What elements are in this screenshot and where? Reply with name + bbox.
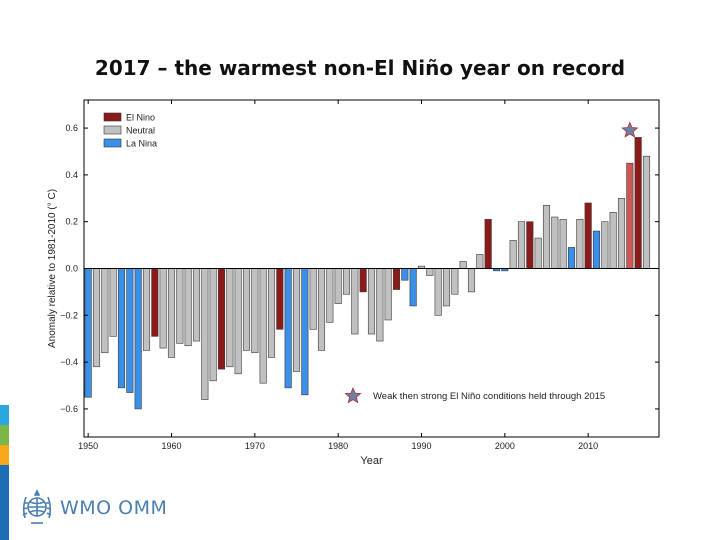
bar-1994 bbox=[451, 268, 459, 295]
bar-1988 bbox=[401, 268, 409, 281]
bar-1982 bbox=[351, 268, 359, 335]
wmo-logo: WMO OMM bbox=[20, 488, 167, 528]
bar-2004 bbox=[534, 237, 542, 269]
y-tick-label: 0.2 bbox=[65, 217, 78, 227]
bar-2006 bbox=[551, 216, 559, 269]
bar-1978 bbox=[317, 268, 326, 351]
bar-1957 bbox=[142, 268, 151, 351]
bar-1950 bbox=[84, 268, 92, 398]
bar-2013 bbox=[609, 212, 617, 269]
bar-1992 bbox=[434, 268, 442, 316]
bar-1964 bbox=[201, 268, 209, 400]
bar-1973 bbox=[276, 268, 284, 330]
bar-1974 bbox=[284, 268, 292, 389]
bar-2003 bbox=[526, 221, 534, 269]
bar-1995 bbox=[459, 261, 467, 269]
x-axis-label: Year bbox=[360, 455, 383, 467]
x-tick-label: 1960 bbox=[161, 441, 181, 451]
bar-1997 bbox=[476, 254, 484, 269]
y-tick-label: 0.6 bbox=[65, 123, 78, 133]
bar-2009 bbox=[576, 219, 584, 269]
wmo-emblem-icon bbox=[22, 489, 52, 524]
y-tick-label: 0.4 bbox=[65, 170, 78, 180]
bar-1972 bbox=[267, 268, 276, 358]
y-tick-label: −0.2 bbox=[60, 310, 78, 320]
bar-1984 bbox=[367, 268, 376, 335]
bar-1996 bbox=[467, 268, 476, 293]
bar-2015 bbox=[626, 162, 634, 269]
bar-1977 bbox=[309, 268, 317, 330]
side-stripe-4 bbox=[0, 465, 9, 540]
side-stripe-2 bbox=[0, 425, 9, 445]
bar-2007 bbox=[559, 219, 567, 269]
bar-2012 bbox=[601, 221, 609, 269]
bar-2016 bbox=[634, 137, 642, 269]
bar-1968 bbox=[234, 268, 242, 375]
bar-1955 bbox=[126, 268, 134, 393]
bar-1963 bbox=[192, 268, 201, 342]
bar-1970 bbox=[251, 268, 259, 354]
bar-1993 bbox=[442, 268, 451, 307]
bar-1967 bbox=[226, 268, 234, 368]
bar-1951 bbox=[92, 268, 101, 368]
bar-2002 bbox=[517, 221, 526, 269]
bar-1956 bbox=[134, 268, 142, 410]
x-tick-label: 2000 bbox=[495, 441, 515, 451]
bar-2001 bbox=[509, 240, 517, 269]
side-stripe-3 bbox=[0, 445, 9, 465]
bar-1965 bbox=[209, 268, 217, 382]
bar-1991 bbox=[426, 268, 434, 276]
y-axis-label: Anomaly relative to 1981-2010 (° C) bbox=[47, 189, 58, 348]
bar-1981 bbox=[342, 268, 351, 295]
bar-1989 bbox=[409, 268, 417, 307]
x-tick-label: 1950 bbox=[78, 441, 98, 451]
legend-label: Neutral bbox=[126, 126, 155, 136]
bar-1969 bbox=[242, 268, 251, 351]
y-tick-label: −0.4 bbox=[60, 357, 78, 367]
x-tick-label: 2010 bbox=[578, 441, 598, 451]
side-stripe-1 bbox=[0, 405, 9, 425]
bar-2017 bbox=[642, 155, 651, 269]
bar-2008 bbox=[567, 247, 576, 269]
x-tick-label: 1970 bbox=[245, 441, 265, 451]
legend-label: La Nina bbox=[126, 139, 157, 149]
bar-1958 bbox=[151, 268, 159, 337]
legend-swatch-la-nina bbox=[103, 138, 122, 148]
bar-1983 bbox=[359, 268, 367, 293]
bar-2005 bbox=[542, 205, 551, 269]
bar-1987 bbox=[392, 268, 401, 290]
bar-1961 bbox=[176, 268, 184, 344]
bar-1959 bbox=[159, 268, 167, 349]
star-icon bbox=[621, 121, 639, 138]
annotation-star-icon bbox=[344, 386, 362, 404]
x-tick-label: 1990 bbox=[411, 441, 431, 451]
bar-1985 bbox=[376, 268, 384, 342]
bar-1976 bbox=[301, 268, 309, 396]
slide-title: 2017 – the warmest non-El Niño year on r… bbox=[94, 56, 626, 80]
bar-1975 bbox=[292, 268, 301, 372]
bar-2011 bbox=[592, 230, 601, 269]
bar-1962 bbox=[184, 268, 192, 347]
y-tick-label: −0.6 bbox=[60, 404, 78, 414]
bar-2014 bbox=[617, 197, 626, 269]
bar-1966 bbox=[217, 268, 226, 370]
bar-2010 bbox=[584, 202, 592, 269]
bar-1979 bbox=[326, 268, 334, 323]
bar-1986 bbox=[384, 268, 392, 321]
bar-1998 bbox=[484, 219, 492, 269]
logo-text: WMO OMM bbox=[60, 497, 168, 519]
bar-1953 bbox=[109, 268, 117, 337]
bar-1960 bbox=[167, 268, 176, 358]
annotation-text: Weak then strong El Niño conditions held… bbox=[373, 391, 605, 402]
bar-1980 bbox=[334, 268, 342, 304]
bar-1952 bbox=[101, 268, 109, 354]
legend-label: El Nino bbox=[126, 113, 155, 123]
x-tick-label: 1980 bbox=[328, 441, 348, 451]
legend-swatch-neutral bbox=[103, 125, 122, 135]
bar-1954 bbox=[117, 268, 126, 389]
y-tick-label: 0.0 bbox=[65, 264, 78, 274]
bar-1971 bbox=[259, 268, 267, 384]
legend-swatch-el-nino bbox=[103, 112, 122, 122]
